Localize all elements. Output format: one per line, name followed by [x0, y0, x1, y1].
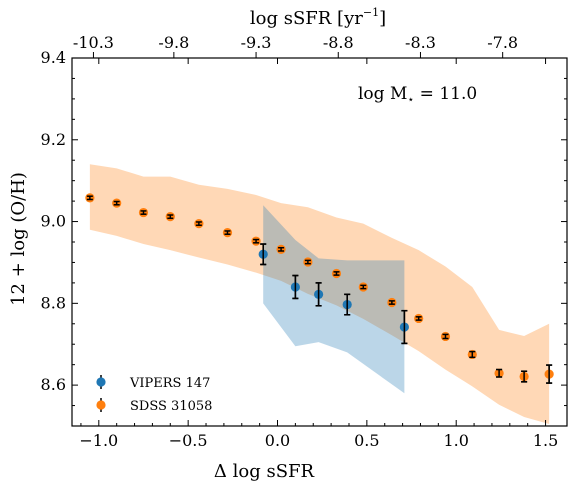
stellar-mass-annotation: log M⋆ = 11.0	[358, 84, 477, 106]
y-tick-label: 9.2	[41, 130, 66, 149]
legend: VIPERS 147 SDSS 31058	[96, 375, 212, 414]
x-tick-label: 0.0	[265, 431, 290, 450]
x-tick-label: 1.0	[443, 431, 468, 450]
top-x-tick-label: -8.8	[323, 33, 354, 52]
top-x-axis-title-exponent: −1	[363, 6, 379, 19]
top-x-axis-title-main: log sSFR [yr	[250, 8, 363, 29]
legend-sdss-label: SDSS 31058	[130, 399, 212, 414]
x-axis-title: Δ log sSFR	[214, 461, 315, 482]
top-x-tick-label: -9.8	[158, 33, 189, 52]
x-tick-label: −0.5	[169, 431, 208, 450]
legend-entry-vipers: VIPERS 147	[96, 375, 210, 391]
x-tick-label: −1.0	[79, 431, 118, 450]
annotation-prefix: log M	[358, 84, 407, 104]
top-x-axis-title-close: ]	[379, 8, 386, 29]
legend-vipers-marker	[96, 377, 106, 387]
top-x-tick-label: -10.3	[73, 33, 114, 52]
top-x-tick-label: -8.3	[405, 33, 436, 52]
top-x-tick-label: -7.8	[487, 33, 518, 52]
y-tick-label: 8.6	[41, 375, 66, 394]
y-tick-label: 9.4	[41, 48, 66, 67]
annotation-subscript: ⋆	[407, 93, 414, 106]
legend-entry-sdss: SDSS 31058	[96, 398, 212, 414]
top-x-axis-title: log sSFR [yr−1]	[250, 6, 386, 29]
axis-ticks: −1.0 −0.5 0.0 0.5 1.0 1.5 8.6 8.8 9.0 9.2 9.4 -10.3…	[41, 33, 567, 450]
annotation-suffix: = 11.0	[414, 84, 477, 104]
error-bars-overlay	[86, 195, 553, 384]
legend-sdss-marker	[96, 400, 106, 410]
y-axis-title: 12 + log (O/H)	[8, 172, 29, 306]
legend-vipers-label: VIPERS 147	[129, 376, 210, 391]
x-tick-label: 1.5	[533, 431, 558, 450]
band-vipers	[263, 205, 405, 394]
y-tick-label: 8.8	[41, 293, 66, 312]
top-x-tick-label: -9.3	[241, 33, 272, 52]
y-tick-label: 9.0	[41, 212, 66, 231]
x-tick-label: 0.5	[354, 431, 379, 450]
